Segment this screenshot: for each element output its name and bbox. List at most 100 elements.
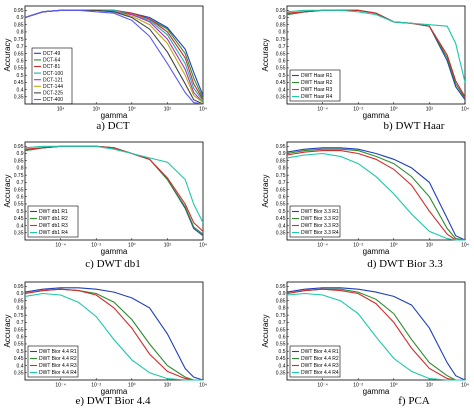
y-tick-label: 0.45 (14, 216, 24, 222)
x-tick-label: 10⁰ (128, 107, 136, 113)
y-axis-title: Accuracy (3, 315, 12, 348)
y-tick-label: 0.55 (276, 342, 286, 348)
y-tick-label: 0.65 (276, 327, 286, 333)
y-tick-label: 0.55 (14, 66, 24, 72)
panel-caption: f) PCA (398, 395, 430, 407)
x-tick-label: 10⁴ (461, 383, 469, 389)
y-tick-label: 0.9 (17, 15, 24, 21)
y-tick-label: 0.85 (14, 158, 24, 164)
y-tick-label: 0.6 (17, 58, 24, 64)
y-tick-label: 0.55 (14, 342, 24, 348)
legend-entry: DWT Haar R4 (301, 94, 333, 100)
y-tick-label: 0.8 (17, 306, 24, 312)
x-axis-title: gamma (363, 111, 390, 120)
legend-entry: DWT Haar R3 (301, 87, 333, 93)
x-tick-label: 10² (164, 107, 172, 113)
series-line-3 (286, 150, 465, 241)
x-tick-label: 10⁴ (57, 107, 65, 113)
y-tick-label: 0.5 (279, 209, 286, 215)
series-line-3 (24, 288, 203, 381)
x-tick-label: 10⁻⁴ (55, 243, 65, 249)
series-line-4 (24, 145, 204, 223)
plot-frame (286, 281, 466, 381)
legend-entry: DWT Bior 3.3 R3 (301, 223, 339, 229)
y-tick-label: 0.9 (279, 291, 286, 297)
x-tick-label: 10⁴ (199, 383, 207, 389)
y-tick-label: 0.45 (276, 80, 286, 86)
y-tick-label: 0.65 (14, 187, 24, 193)
y-tick-label: 0.6 (17, 334, 24, 340)
x-tick-label: 10⁴ (461, 107, 469, 113)
series-line-4 (286, 292, 465, 381)
chart-panel-5: 0.950.90.850.80.750.70.650.60.550.50.450… (3, 281, 207, 407)
plot-frame (24, 281, 204, 381)
y-tick-label: 0.4 (279, 223, 286, 229)
legend-entry: DWT db1 R2 (39, 216, 68, 222)
plot-frame (24, 5, 204, 105)
y-tick-label: 0.35 (14, 370, 24, 376)
y-tick-label: 0.4 (279, 87, 286, 93)
x-tick-label: 10⁻⁴ (317, 383, 327, 389)
y-tick-label: 0.85 (14, 298, 24, 304)
panel-caption: e) DWT Bior 4.4 (76, 395, 151, 407)
y-tick-label: 0.7 (279, 180, 286, 186)
y-tick-label: 0.5 (17, 73, 24, 79)
series-line-1 (24, 287, 204, 381)
x-tick-label: 10⁰ (128, 243, 136, 249)
x-tick-label: 10⁻² (91, 243, 101, 249)
y-tick-label: 0.5 (279, 349, 286, 355)
y-tick-label: 0.7 (279, 44, 286, 50)
x-tick-label: 10² (164, 383, 172, 389)
chart-panel-6: 0.950.90.850.80.750.70.650.60.550.50.450… (261, 281, 469, 407)
x-tick-label: 10⁴ (461, 243, 469, 249)
y-tick-label: 0.4 (17, 87, 24, 93)
legend-entry: DWT db1 R1 (39, 209, 68, 215)
y-tick-label: 0.7 (279, 320, 286, 326)
legend-entry: DWT Bior 3.3 R2 (301, 216, 339, 222)
y-tick-label: 0.55 (14, 202, 24, 208)
y-tick-label: 0.6 (279, 194, 286, 200)
series-line-3 (286, 288, 465, 381)
y-tick-label: 0.6 (17, 194, 24, 200)
legend-entry: DWT Bior 4.4 R3 (39, 363, 77, 369)
y-tick-label: 0.8 (279, 306, 286, 312)
series-line-8 (24, 9, 204, 105)
legend-entry: DCT-121 (43, 77, 63, 83)
y-tick-label: 0.5 (17, 349, 24, 355)
legend-entry: DCT-400 (43, 97, 63, 103)
series-line-1 (286, 147, 466, 241)
x-tick-label: 10² (164, 243, 172, 249)
y-tick-label: 0.75 (14, 313, 24, 319)
y-axis-title: Accuracy (261, 315, 270, 348)
y-tick-label: 0.95 (276, 144, 286, 150)
x-axis-title: gamma (101, 387, 128, 396)
chart-panel-3: 0.950.90.850.80.750.70.650.60.550.50.450… (3, 141, 207, 270)
legend-entry: DWT Bior 4.4 R1 (301, 349, 339, 355)
y-tick-label: 0.4 (279, 363, 286, 369)
plot-frame (286, 5, 466, 105)
y-tick-label: 0.35 (276, 230, 286, 236)
y-tick-label: 0.8 (17, 30, 24, 36)
x-tick-label: 10³ (93, 107, 101, 113)
chart-panel-1: 0.950.90.850.80.750.70.650.60.550.50.450… (3, 5, 207, 132)
y-tick-label: 0.75 (14, 37, 24, 43)
y-tick-label: 0.45 (14, 80, 24, 86)
legend-entry: DWT Bior 4.4 R1 (39, 349, 77, 355)
y-tick-label: 0.35 (14, 94, 24, 100)
x-tick-label: 10⁴ (199, 243, 207, 249)
y-tick-label: 0.35 (276, 370, 286, 376)
y-tick-label: 0.45 (276, 356, 286, 362)
y-tick-label: 0.8 (279, 30, 286, 36)
legend-entry: DWT Bior 3.3 R4 (301, 230, 339, 236)
x-axis-title: gamma (101, 247, 128, 256)
y-tick-label: 0.75 (276, 313, 286, 319)
x-tick-label: 10⁰ (390, 383, 398, 389)
x-axis-title: gamma (363, 387, 390, 396)
x-axis-title: gamma (363, 247, 390, 256)
y-tick-label: 0.4 (17, 363, 24, 369)
y-tick-label: 0.9 (279, 151, 286, 157)
x-tick-label: 10⁻² (353, 107, 363, 113)
legend-entry: DWT Bior 4.4 R4 (301, 370, 339, 376)
